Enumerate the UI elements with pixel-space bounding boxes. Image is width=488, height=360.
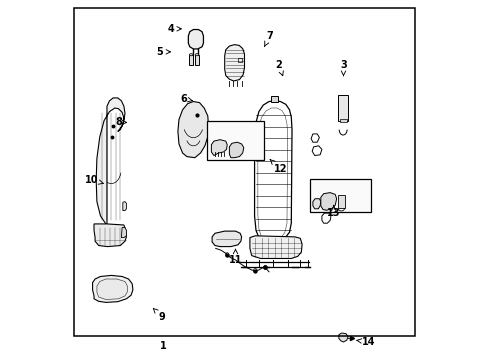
Text: 2: 2: [275, 60, 283, 76]
Bar: [206, 121, 264, 160]
Polygon shape: [96, 98, 125, 224]
Polygon shape: [188, 30, 203, 49]
Polygon shape: [92, 275, 133, 302]
Bar: [337, 195, 344, 208]
Bar: [189, 55, 193, 65]
Polygon shape: [211, 140, 227, 156]
Polygon shape: [178, 102, 208, 158]
Text: 12: 12: [269, 159, 286, 174]
Polygon shape: [121, 228, 126, 238]
Polygon shape: [320, 193, 336, 210]
Text: 7: 7: [264, 31, 272, 46]
Polygon shape: [312, 199, 320, 209]
Text: 4: 4: [167, 24, 181, 34]
Text: 14: 14: [356, 337, 375, 347]
Ellipse shape: [189, 54, 193, 56]
Polygon shape: [122, 202, 126, 211]
Bar: [339, 119, 346, 122]
Bar: [309, 179, 370, 212]
Bar: [195, 55, 199, 65]
Polygon shape: [338, 333, 347, 342]
Bar: [337, 95, 347, 121]
Text: 5: 5: [156, 47, 170, 57]
Polygon shape: [212, 231, 241, 247]
Polygon shape: [94, 224, 126, 247]
Polygon shape: [97, 279, 127, 300]
Polygon shape: [229, 142, 244, 158]
Text: 9: 9: [153, 309, 165, 322]
Text: 8: 8: [116, 117, 126, 127]
Text: 11: 11: [228, 249, 242, 265]
Polygon shape: [249, 236, 302, 258]
Bar: [270, 96, 278, 102]
Text: 10: 10: [84, 175, 103, 185]
Text: 3: 3: [340, 60, 346, 76]
Polygon shape: [224, 45, 244, 81]
Text: 1: 1: [160, 341, 166, 351]
Ellipse shape: [195, 54, 199, 56]
Text: 13: 13: [326, 205, 340, 218]
Text: 6: 6: [180, 94, 192, 104]
